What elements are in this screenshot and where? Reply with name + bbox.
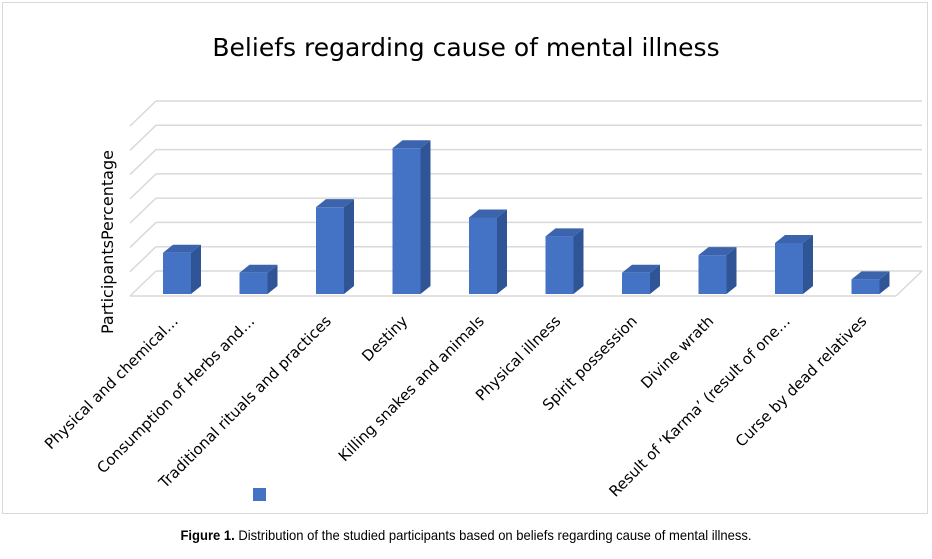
x-tick-label: Curse by dead relatives <box>732 312 871 451</box>
gridline-depth <box>129 197 157 224</box>
gridline-depth <box>129 270 157 297</box>
bar-side <box>191 244 201 294</box>
bar-side <box>573 228 584 294</box>
bar-side <box>803 235 813 294</box>
bar-side <box>650 264 660 294</box>
bar-side <box>344 199 354 294</box>
floor-edge-right <box>895 270 923 297</box>
chart-border <box>2 2 928 514</box>
x-tick-label: Divine wrath <box>637 312 717 392</box>
bar-top <box>698 247 737 256</box>
bar-side <box>267 264 278 294</box>
bar-top <box>622 264 660 273</box>
bar-front <box>392 148 421 294</box>
legend-swatch <box>253 488 266 501</box>
bar <box>851 271 890 294</box>
bar-front <box>469 217 497 294</box>
bar-front <box>775 243 803 294</box>
x-tick-label: Destiny <box>358 312 411 365</box>
x-tick-labels: Physical and chemical…Consumption of Her… <box>41 312 870 500</box>
bar <box>316 199 354 294</box>
bar <box>239 264 278 294</box>
bar-side <box>726 247 737 294</box>
bar-chart-plot: Physical and chemical…Consumption of Her… <box>41 100 923 500</box>
bar <box>469 209 507 294</box>
bar-front <box>622 272 650 294</box>
bar-side <box>879 271 890 294</box>
bar-side <box>497 209 507 294</box>
bar-top <box>851 271 890 280</box>
x-tick-label: Consumption of Herbs and… <box>93 312 258 477</box>
gridline-depth <box>129 149 157 176</box>
bar <box>545 228 584 294</box>
bar-front <box>163 252 191 294</box>
chart-title: Beliefs regarding cause of mental illnes… <box>212 33 720 62</box>
x-tick-label: Killing snakes and animals <box>335 312 488 465</box>
gridline-depth <box>129 173 157 200</box>
gridline-depth <box>129 124 157 151</box>
bar-side <box>420 140 431 294</box>
bar <box>698 247 737 294</box>
figure-caption: Figure 1. Distribution of the studied pa… <box>33 527 900 543</box>
bar-top <box>392 140 431 149</box>
bar-top <box>239 264 278 273</box>
chart-figure: Beliefs regarding cause of mental illnes… <box>2 2 928 514</box>
gridline-depth <box>129 221 157 248</box>
bar-front <box>316 207 344 294</box>
bar-top <box>316 199 354 208</box>
bar <box>775 235 813 294</box>
bar-top <box>545 228 584 237</box>
bar-front <box>851 279 880 294</box>
x-tick-label: Physical and chemical… <box>41 312 182 453</box>
x-tick-label: Traditional rituals and practices <box>155 312 335 492</box>
bar <box>392 140 431 294</box>
bar-top <box>163 244 201 253</box>
bar <box>622 264 660 294</box>
bars <box>163 140 890 294</box>
bar-front <box>698 255 727 294</box>
bar-front <box>239 272 268 294</box>
bar-top <box>775 235 813 243</box>
gridline-depth <box>129 100 157 127</box>
bar-top <box>469 209 507 218</box>
caption-label: Figure 1. <box>180 527 235 543</box>
bar <box>163 244 201 294</box>
caption-text: Distribution of the studied participants… <box>234 527 752 543</box>
bar-front <box>545 236 574 294</box>
gridline-depth <box>129 246 157 273</box>
